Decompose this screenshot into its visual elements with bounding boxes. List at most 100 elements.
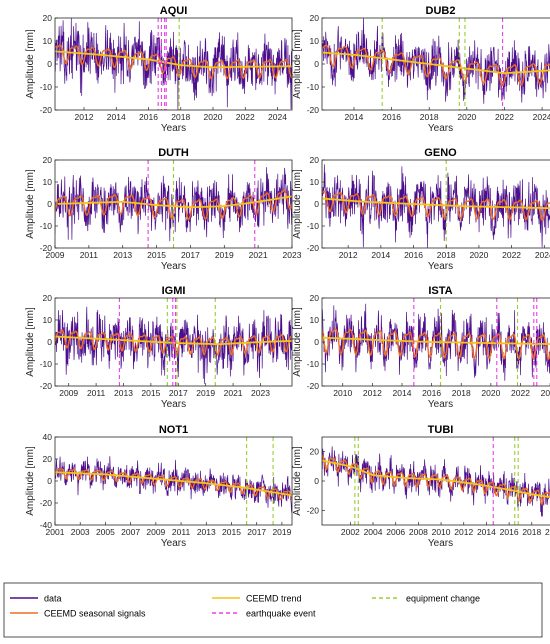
y-axis-label: Amplitude [mm] [25,169,36,239]
x-axis-label: Years [161,399,186,410]
trend-series [55,50,292,69]
x-tick-label: 2010 [333,388,352,398]
x-tick-label: 2013 [113,250,132,260]
x-axis-label: Years [428,123,453,134]
x-tick-label: 2009 [59,388,78,398]
x-tick-label: 2004 [364,527,383,537]
y-tick-label: 10 [310,177,320,187]
x-tick-label: 2016 [139,112,158,122]
x-tick-label: 2015 [147,250,166,260]
seasonal-series [55,44,292,80]
x-tick-label: 2020 [204,112,223,122]
legend-item-equipment: equipment change [372,594,480,604]
trend-series [322,51,550,75]
trend-series [55,335,292,346]
x-tick-label: 2007 [121,527,140,537]
y-tick-label: 20 [310,447,320,457]
seasonal-series [322,190,550,222]
y-tick-label: 0 [47,476,52,486]
y-tick-label: -10 [40,221,53,231]
panel-geno: GENO 2012 2014 2016 2018 2020 2022 2024 -20 -10 0 1… [292,147,550,272]
plot-area [322,160,550,248]
x-tick-label: 2012 [339,250,358,260]
plot-area [55,160,292,248]
legend-label: earthquake event [246,609,316,619]
y-tick-label: 0 [314,337,319,347]
x-tick-label: 2019 [196,388,215,398]
x-tick-label: 2024 [533,112,550,122]
panel-aqui: AQUI 2012 2014 2016 2018 2020 2022 2024 -20 -10 0 1… [25,5,293,134]
x-axis-label: Years [428,261,453,272]
x-tick-label: 2018 [420,112,439,122]
y-tick-label: 0 [47,337,52,347]
x-tick-label: 2021 [224,388,243,398]
x-tick-label: 2023 [283,250,302,260]
plot-area [55,437,292,525]
x-tick-label: 2019 [272,527,291,537]
panel-title: IGMI [162,285,186,297]
seasonal-series [322,44,550,87]
y-tick-label: 20 [43,293,53,303]
x-tick-label: 2013 [114,388,133,398]
trend-series [55,471,292,497]
x-tick-label: 2001 [46,527,65,537]
x-tick-label: 2020 [481,388,500,398]
x-tick-label: 2018 [437,250,456,260]
x-tick-label: 2012 [75,112,94,122]
y-axis-label: Amplitude [mm] [25,446,36,516]
y-tick-label: 0 [314,59,319,69]
y-axis-label: Amplitude [mm] [25,29,36,99]
x-tick-label: 2016 [404,250,423,260]
x-tick-label: 2009 [46,250,65,260]
panel-title: TUBI [428,424,454,436]
x-tick-label: 2002 [341,527,360,537]
panel-title: ISTA [428,285,452,297]
x-axis-label: Years [161,123,186,134]
legend-item-trend: CEEMD trend [212,594,302,604]
data-series [322,18,550,104]
x-tick-label: 2014 [477,527,496,537]
panel-igmi: IGMI 2009 2011 2013 2015 2017 2019 2021 2023 -20 -… [25,285,293,410]
x-axis-label: Years [161,261,186,272]
panel-dub2: DUB2 2014 2016 2018 2020 2022 2024 -20 -10 0 10 20 Y… [292,5,550,134]
x-tick-label: 2018 [171,112,190,122]
y-tick-label: 10 [310,315,320,325]
seasonal-series [55,189,292,221]
x-tick-label: 2023 [251,388,270,398]
y-tick-label: 20 [310,13,320,23]
x-axis-label: Years [428,399,453,410]
legend-item-seasonal: CEEMD seasonal signals [10,609,146,619]
y-tick-label: -20 [307,105,320,115]
y-tick-label: 20 [43,155,53,165]
y-tick-label: -20 [40,381,53,391]
y-tick-label: 0 [47,59,52,69]
legend: data CEEMD seasonal signals CEEMD trend ear… [3,582,543,638]
panel-ista: ISTA20102012201420162018202020222024-20-… [292,285,550,410]
panel-title: GENO [424,147,457,159]
x-tick-label: 2022 [495,112,514,122]
x-tick-label: 2011 [172,527,191,537]
x-tick-label: 2016 [382,112,401,122]
x-tick-label: 2020 [469,250,488,260]
y-tick-label: 0 [314,199,319,209]
legend-item-earthquake: earthquake event [212,609,316,619]
x-axis-label: Years [161,538,186,549]
data-series [322,164,550,248]
x-tick-label: 2018 [452,388,471,398]
x-tick-label: 2024 [535,250,550,260]
plot-area [55,298,292,386]
y-axis-label: Amplitude [mm] [25,307,36,377]
legend-label: CEEMD trend [246,594,302,604]
x-tick-label: 2022 [502,250,521,260]
x-tick-label: 2017 [247,527,266,537]
y-tick-label: -10 [40,82,53,92]
legend-label: equipment change [406,594,480,604]
x-tick-label: 2016 [422,388,441,398]
x-tick-label: 2022 [511,388,530,398]
plot-area [322,298,550,386]
y-tick-label: -10 [307,221,320,231]
x-tick-label: 2017 [181,250,200,260]
y-tick-label: -20 [307,381,320,391]
legend-label: data [44,594,62,604]
